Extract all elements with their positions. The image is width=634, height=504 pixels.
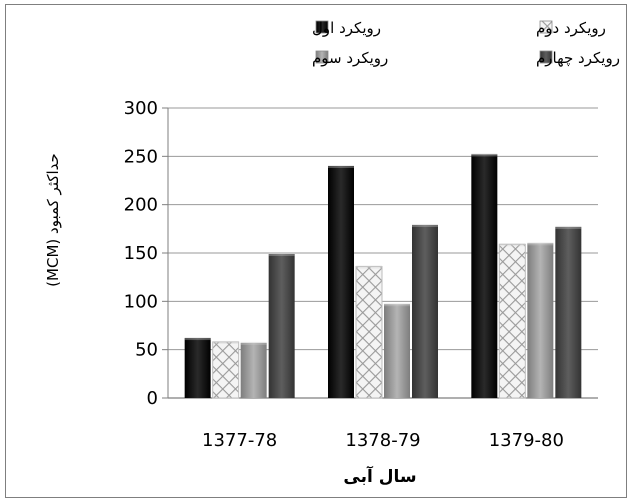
bars: [184, 153, 582, 399]
bar-cap: [328, 165, 354, 168]
bar: [412, 224, 438, 398]
legend-label: رویکرد سوم: [312, 49, 388, 67]
gridlines: [162, 107, 598, 399]
y-tick-label: 200: [124, 195, 158, 216]
bar-cap: [184, 337, 211, 341]
bar-cap: [471, 153, 498, 157]
bar-cap: [384, 303, 410, 307]
bar-cap: [356, 265, 382, 269]
bar-cap: [527, 242, 554, 246]
bar-cap: [412, 223, 438, 227]
bar-cap: [212, 340, 239, 344]
x-tick-label: 1379-80: [489, 430, 564, 451]
legend: رویکرد اول رویکرد دوم رویکرد سوم رویکرد چها…: [312, 19, 620, 67]
legend-label: رویکرد دوم: [536, 19, 606, 37]
y-tick-label: 50: [135, 340, 158, 361]
legend-swatch: [539, 50, 553, 64]
x-tick-label: 1378-79: [345, 430, 420, 451]
bar: [328, 166, 354, 398]
bar: [212, 341, 240, 399]
x-axis-label: سال آبی: [343, 465, 416, 487]
bar-cap: [499, 243, 526, 247]
x-tick-label: 1377-78: [202, 430, 277, 451]
bar: [184, 338, 211, 398]
y-tick-label: 250: [124, 146, 158, 167]
legend-swatch: [539, 20, 553, 34]
y-tick-label: 300: [124, 98, 158, 119]
legend-label: رویکرد اول: [312, 19, 381, 37]
bar: [240, 342, 267, 398]
y-tick-label: 0: [147, 388, 158, 409]
y-tick-labels: 0 50 100 150 200 250 300: [124, 98, 158, 409]
bar: [555, 226, 582, 398]
legend-swatch: [315, 50, 329, 64]
bar-cap: [268, 252, 295, 256]
bar: [384, 304, 410, 398]
y-tick-label: 100: [124, 291, 158, 312]
legend-label: رویکرد چهارم: [536, 49, 620, 67]
legend-swatch: [315, 20, 329, 34]
x-tick-labels: 1377-78 1378-79 1379-80: [202, 430, 564, 451]
bar: [268, 253, 295, 398]
bar-cap: [555, 225, 582, 229]
bar-cap: [240, 341, 267, 345]
bar: [527, 243, 554, 398]
bar: [498, 243, 526, 399]
bar: [471, 154, 498, 398]
bar: [355, 266, 383, 399]
y-tick-label: 150: [124, 243, 158, 264]
y-axis-label: حداکثر کمبود (MCM): [44, 153, 62, 287]
